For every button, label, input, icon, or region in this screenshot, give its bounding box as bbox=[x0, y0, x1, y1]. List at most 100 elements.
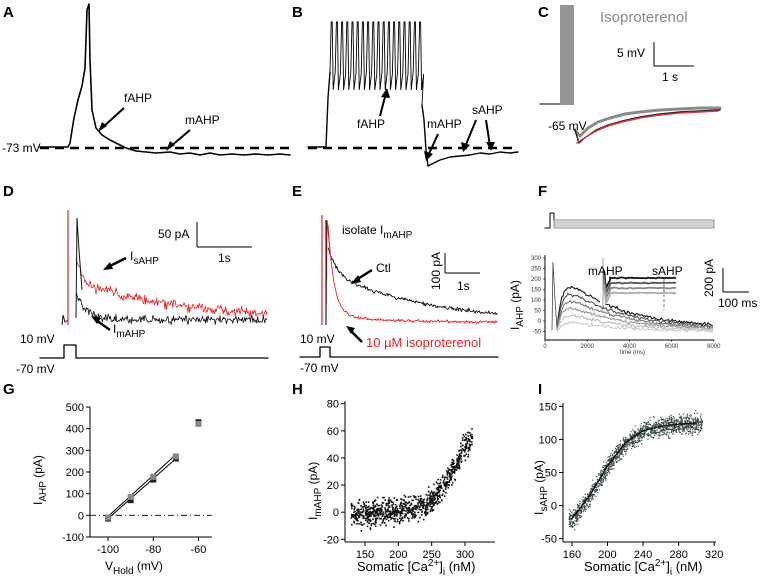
isahp-label: IsAHP bbox=[130, 249, 159, 267]
chart-i: 150 100 50 0 -50 160 200 240 280 320 bbox=[539, 401, 724, 561]
arrow-icon-sahp-b-2 bbox=[485, 119, 495, 151]
isoproterenol-label-e: 10 µM isoproterenol bbox=[366, 335, 481, 350]
xlabel-i: Somatic [Ca2+]i (nM) bbox=[584, 558, 702, 578]
ahp-current-trace bbox=[556, 299, 714, 331]
step-top-label-e: 10 mV bbox=[300, 332, 335, 346]
ylabel-h: ImAHP (pA) bbox=[306, 462, 324, 520]
arrow-icon-isoproterenol-e bbox=[346, 326, 363, 343]
panel-i: I 150 100 50 0 -50 160 200 240 280 320 Somatic [C… bbox=[532, 381, 723, 578]
ytick-label-f: -50 bbox=[532, 330, 541, 336]
data-point bbox=[105, 514, 112, 521]
panel-label-i: I bbox=[538, 381, 542, 398]
imahp-label: ImAHP bbox=[113, 322, 146, 340]
voltage-trace-c-black bbox=[574, 109, 721, 144]
xtick-label: 320 bbox=[705, 549, 723, 561]
panel-label-g: G bbox=[3, 381, 15, 398]
xtick-label-f: 4000 bbox=[623, 344, 637, 350]
arrow-icon-sahp-b-1 bbox=[461, 119, 477, 152]
panel-c: C Isoproterenol -65 mV 5 mV 1 s bbox=[538, 4, 722, 144]
ticks-f: 300 250 200 150 100 50 0 -50 0 2000 4000 6000 8000 bbox=[531, 256, 721, 350]
peak-trace-f bbox=[551, 261, 558, 331]
scale-y-label-d: 50 pA bbox=[158, 227, 189, 241]
arrow-icon-isahp bbox=[103, 256, 127, 270]
ahp-current-trace bbox=[556, 314, 714, 333]
isolate-imahp-title: isolate ImAHP bbox=[342, 223, 413, 241]
xlabel-g: VHold (mV) bbox=[105, 559, 163, 577]
mahp-label-b: mAHP bbox=[427, 117, 462, 131]
inset-trace bbox=[603, 279, 676, 302]
voltage-step-d bbox=[39, 344, 269, 359]
ctl-trace-black bbox=[327, 247, 498, 315]
scale-bar-c bbox=[653, 42, 694, 67]
ytick-label: 500 bbox=[66, 402, 84, 414]
data-point bbox=[127, 497, 134, 504]
ahp-current-trace bbox=[556, 285, 714, 329]
arrow-icon-imahp bbox=[91, 316, 111, 332]
xtick-label: 250 bbox=[422, 549, 440, 561]
current-traces-d bbox=[61, 217, 268, 326]
mahp-label-f: mAHP bbox=[588, 264, 623, 278]
ytick-label-f: 250 bbox=[531, 267, 542, 273]
ytick-label: 80 bbox=[327, 399, 339, 411]
panel-d: D 50 pA 1s IsAHP ImAHP 10 mV -70 mV bbox=[3, 183, 269, 376]
scale-y-label-c: 5 mV bbox=[617, 46, 645, 60]
spike-train-b bbox=[329, 21, 425, 106]
scale-bar-e bbox=[444, 253, 480, 274]
arrow-icon-fahp-a bbox=[98, 107, 125, 132]
panel-label-c: C bbox=[538, 4, 549, 21]
data-point bbox=[172, 453, 179, 460]
data-point bbox=[195, 420, 202, 427]
inset-traces-f bbox=[600, 258, 678, 310]
scale-x-label-e: 1s bbox=[457, 279, 470, 293]
ytick-label: 40 bbox=[327, 453, 339, 465]
data-point bbox=[127, 493, 134, 500]
spike-train-path bbox=[329, 21, 425, 106]
xtick-label-f: 2000 bbox=[581, 344, 595, 350]
ahp-current-trace bbox=[556, 292, 714, 329]
ytick-label: 0 bbox=[551, 501, 557, 513]
ytick-label-f: 200 bbox=[531, 277, 542, 283]
sahp-label-b: sAHP bbox=[472, 103, 503, 117]
xtick-label: 150 bbox=[356, 549, 374, 561]
panel-label-b: B bbox=[292, 4, 303, 21]
inset-trace bbox=[603, 274, 677, 297]
scale-x-label-d: 1s bbox=[218, 251, 231, 265]
ylabel-i: IsAHP (pA) bbox=[532, 460, 550, 515]
xtick-label: 160 bbox=[563, 549, 581, 561]
ytick-label: -50 bbox=[541, 534, 557, 546]
arrow-icon-mahp-a bbox=[166, 129, 191, 151]
spike-lines-c bbox=[560, 5, 574, 105]
ytick-label-f: 300 bbox=[531, 256, 542, 262]
voltage-trace-b bbox=[307, 71, 519, 167]
ytick-label-f: 0 bbox=[538, 319, 542, 325]
panel-label-h: H bbox=[292, 381, 303, 398]
isahp-trace-red bbox=[75, 258, 268, 319]
ytick-label: 100 bbox=[66, 489, 84, 501]
isoproterenol-trace-red bbox=[327, 224, 498, 325]
scale-x-label-c: 1 s bbox=[662, 70, 678, 84]
scale-y-label-e: 100 pA bbox=[429, 252, 443, 290]
ytick-label: -20 bbox=[323, 534, 339, 546]
arrow-icon-ctl bbox=[351, 268, 373, 284]
scatter-points-h bbox=[350, 428, 474, 532]
peak-trace-d bbox=[75, 217, 83, 319]
fit-line bbox=[107, 454, 177, 517]
xlabel-f: time (ms) bbox=[620, 350, 645, 356]
xtick-label-f: 6000 bbox=[665, 344, 679, 350]
xtick-label-f: 0 bbox=[543, 344, 547, 350]
panel-b: B fAHP mAHP sAHP bbox=[292, 4, 519, 167]
ytick-label-f: 100 bbox=[531, 298, 542, 304]
chart-g: 500 400 300 200 100 0 -100 -100 -80 -60 bbox=[62, 402, 212, 556]
xtick-label: 300 bbox=[456, 549, 474, 561]
pre-trace-d bbox=[61, 314, 69, 326]
step-bottom-label-e: -70 mV bbox=[300, 361, 339, 375]
ylabel-g: IAHP (pA) bbox=[31, 455, 49, 505]
baseline-label-c: -65 mV bbox=[548, 119, 587, 133]
xtick-label: 240 bbox=[634, 549, 652, 561]
ctl-label: Ctl bbox=[376, 261, 391, 275]
ytick-label: -100 bbox=[62, 532, 84, 544]
panel-label-f: F bbox=[538, 183, 547, 200]
current-traces-f bbox=[551, 261, 714, 334]
